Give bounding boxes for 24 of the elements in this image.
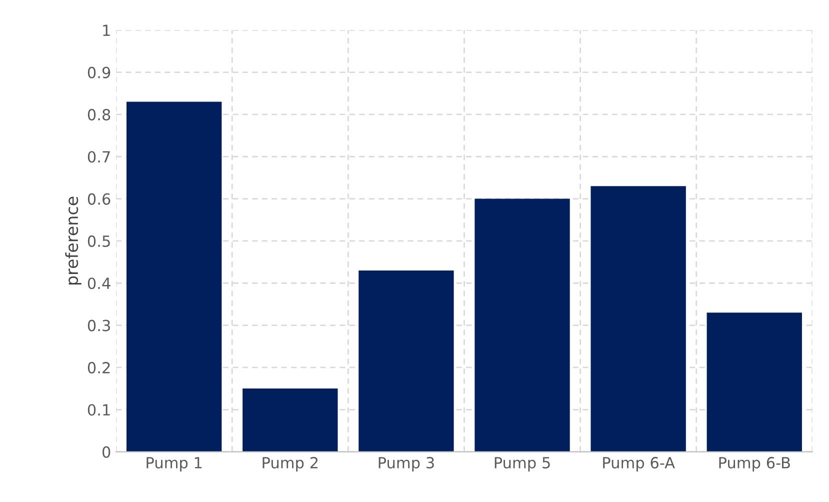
x-tick-label: Pump 5 [494, 457, 550, 472]
x-tick-label: Pump 2 [262, 456, 318, 472]
bar [590, 186, 686, 452]
y-tick-label: 0.1 [88, 404, 110, 416]
y-tick-label: 0 [102, 446, 110, 458]
bar [358, 270, 454, 452]
y-tick-label: 0.3 [88, 320, 110, 332]
y-axis-title: preference [65, 196, 82, 285]
y-tick-label: 1 [103, 24, 110, 36]
y-tick-label: 0.7 [88, 151, 110, 163]
x-tick-label: Pump 1 [146, 457, 202, 472]
x-tick-label: Pump 3 [378, 456, 434, 472]
x-tick-label: Pump 6-B [719, 456, 790, 472]
y-tick-label: 0.8 [88, 108, 110, 120]
bar [126, 102, 222, 452]
y-tick-label: 0.6 [88, 193, 110, 205]
bar [474, 198, 570, 452]
y-tick-label: 0.2 [88, 362, 110, 374]
y-tick-label: 0.4 [88, 278, 110, 290]
bar [706, 312, 802, 452]
x-tick-label: Pump 6-A [603, 456, 675, 472]
bar [242, 388, 338, 452]
y-tick-label: 0.9 [88, 66, 110, 78]
y-tick-label: 0.5 [88, 235, 110, 247]
